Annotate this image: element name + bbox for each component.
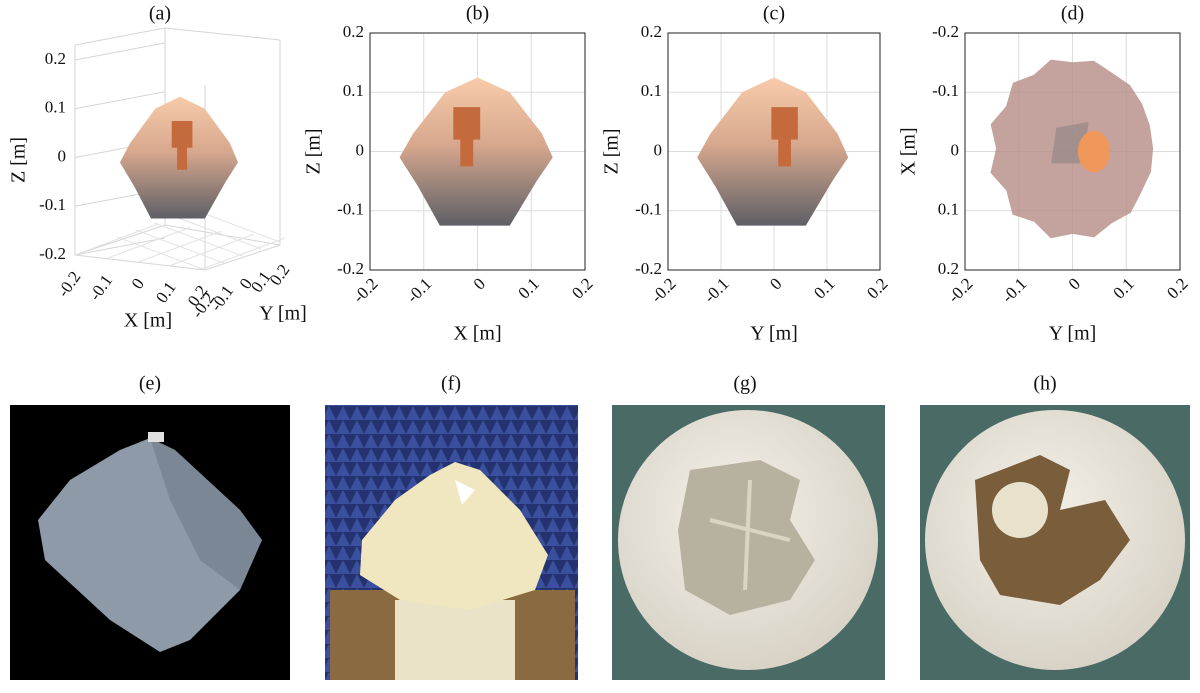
y-axis-label: X [m]: [898, 127, 920, 175]
x-tick-label: -0.2: [944, 274, 976, 306]
y-tick-label: 0: [654, 140, 663, 159]
z-tick-label: -0.1: [39, 195, 66, 214]
z-tick-label: 0.2: [45, 49, 66, 68]
y-axis-label: Y [m]: [259, 303, 307, 325]
y-axis-label: Z [m]: [601, 128, 623, 174]
grid-line: [116, 236, 206, 271]
x-tick-label: 0: [470, 274, 489, 293]
y-tick-label: 0.1: [343, 81, 364, 100]
x-tick-label: 0.2: [568, 274, 596, 302]
photo-f: [325, 405, 578, 680]
photo-e: [10, 405, 290, 680]
y-tick-label: 0.2: [641, 22, 662, 41]
grid-line: [135, 229, 224, 264]
x-tick-label: 0: [1065, 274, 1084, 293]
box-edge: [74, 254, 206, 271]
core-model: [171, 120, 193, 170]
x-tick-label: -0.2: [647, 274, 679, 306]
grid-line: [74, 237, 166, 256]
x-tick-label: 0.1: [810, 274, 838, 302]
asteroid-model: [399, 77, 553, 226]
y-tick-label: -0.2: [337, 259, 364, 278]
y-tick-label: -0.1: [635, 200, 662, 219]
axes-box: [964, 32, 1181, 271]
box-edge: [164, 27, 281, 41]
z-tick-label: -0.2: [39, 244, 66, 263]
x-axis-label: X [m]: [124, 310, 172, 332]
grid-line: [201, 237, 286, 270]
y-tick-label: 0.1: [938, 200, 959, 219]
y-axis-label: Z [m]: [303, 128, 325, 174]
grid-line: [74, 223, 159, 256]
core-model: [1077, 130, 1111, 173]
panel-label: (h): [1033, 373, 1056, 395]
grid-line: [154, 222, 243, 257]
x-tick-label: -0.2: [53, 268, 84, 301]
x-tick-label: 0.2: [863, 274, 891, 302]
photo-g: [612, 405, 885, 680]
grid-line: [106, 227, 190, 259]
asteroid-model: [697, 77, 849, 226]
x-tick-label: 0.2: [1163, 274, 1191, 302]
x-axis-label: Y [m]: [1049, 323, 1097, 345]
y-tick-label: 0.2: [938, 259, 959, 278]
z-axis-label: Z [m]: [8, 137, 30, 183]
panel-label: (d): [1061, 3, 1084, 25]
y-tick-label: 0: [356, 140, 365, 159]
panel-label: (c): [763, 3, 785, 25]
x-tick-label: 0.1: [514, 274, 542, 302]
grid-line: [170, 234, 254, 266]
x-tick-label: -0.1: [998, 274, 1030, 306]
panel-label: (e): [139, 373, 161, 395]
y-tick-label: 0.2: [343, 22, 364, 41]
z-tick-label: 0.1: [45, 98, 66, 117]
panel-label: (a): [149, 3, 171, 25]
box-edge: [74, 224, 166, 256]
photo-h: [920, 405, 1190, 680]
y-tick-label: 0: [951, 140, 960, 159]
y-tick-label: -0.1: [932, 81, 959, 100]
grid-line: [74, 42, 166, 61]
x-tick-label: 0: [128, 275, 148, 293]
core-model: [771, 107, 798, 167]
y-tick-label: -0.2: [635, 259, 662, 278]
x-tick-label: -0.2: [349, 274, 381, 306]
x-tick-label: 0.1: [1109, 274, 1137, 302]
y-tick-label: -0.2: [932, 22, 959, 41]
panel-label: (f): [441, 373, 461, 395]
panel-label: (g): [733, 373, 756, 395]
z-tick-label: 0: [58, 146, 67, 165]
y-tick-label: 0.1: [641, 81, 662, 100]
x-tick-label: 0: [766, 274, 785, 293]
x-tick-label: -0.1: [403, 274, 435, 306]
x-axis-label: X [m]: [453, 323, 501, 345]
grid-line: [173, 215, 262, 250]
core-model: [453, 107, 481, 167]
panel-label: (b): [466, 3, 489, 25]
axes-box: [369, 32, 586, 271]
box-edge: [204, 244, 281, 271]
x-tick-label: -0.1: [85, 271, 116, 304]
x-tick-label: 0.1: [152, 278, 180, 306]
x-axis-label: Y [m]: [750, 323, 798, 345]
y-tick-label: -0.1: [337, 200, 364, 219]
box-edge: [74, 27, 166, 46]
x-tick-label: -0.1: [700, 274, 732, 306]
grid-line: [74, 91, 166, 110]
axes-box: [667, 32, 881, 271]
